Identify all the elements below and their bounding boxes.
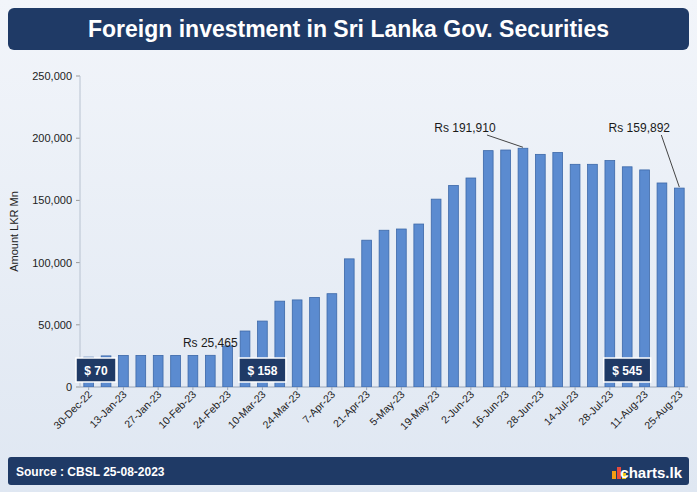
x-tick-label: 14-Jul-23 bbox=[541, 388, 581, 428]
y-tick-label: 250,000 bbox=[32, 70, 72, 82]
value-annotation: Rs 25,465 bbox=[183, 336, 238, 350]
x-tick bbox=[331, 387, 332, 390]
x-tick bbox=[540, 387, 541, 390]
bar bbox=[553, 153, 563, 387]
logo: charts.lk bbox=[620, 464, 682, 481]
bar bbox=[379, 230, 389, 387]
bar bbox=[205, 355, 215, 387]
bar bbox=[362, 240, 372, 387]
footer-banner bbox=[8, 457, 689, 485]
x-tick bbox=[436, 387, 437, 390]
bar bbox=[588, 164, 598, 387]
x-tick bbox=[401, 387, 402, 390]
usd-box bbox=[239, 358, 286, 382]
y-tick bbox=[76, 262, 80, 263]
x-tick bbox=[192, 387, 193, 390]
y-axis-line bbox=[80, 76, 81, 387]
bar bbox=[605, 161, 615, 387]
x-tick bbox=[123, 387, 124, 390]
x-tick bbox=[366, 387, 367, 390]
x-tick bbox=[644, 387, 645, 390]
bar bbox=[327, 294, 337, 387]
title-banner bbox=[8, 8, 689, 50]
chart-svg: Foreign investment in Sri Lanka Gov. Sec… bbox=[0, 0, 697, 492]
y-tick-label: 200,000 bbox=[32, 132, 72, 144]
usd-box bbox=[604, 358, 651, 382]
usd-annotation: $ 545 bbox=[612, 364, 642, 378]
background bbox=[0, 0, 697, 492]
x-tick bbox=[609, 387, 610, 390]
x-tick bbox=[88, 387, 89, 390]
bar bbox=[119, 355, 129, 387]
x-tick bbox=[470, 387, 471, 390]
bar bbox=[431, 199, 441, 387]
bar bbox=[223, 346, 233, 387]
x-tick-label: 25-Aug-23 bbox=[642, 388, 685, 431]
usd-annotation: $ 70 bbox=[84, 364, 108, 378]
title: Foreign investment in Sri Lanka Gov. Sec… bbox=[88, 16, 609, 42]
bar bbox=[501, 150, 511, 387]
leader-line bbox=[487, 135, 523, 147]
y-tick-label: 50,000 bbox=[38, 319, 72, 331]
bar bbox=[657, 183, 667, 387]
bar bbox=[310, 297, 320, 387]
x-tick bbox=[679, 387, 680, 390]
x-tick bbox=[227, 387, 228, 390]
x-tick-label: 28-Jun-23 bbox=[504, 388, 546, 430]
bar bbox=[449, 185, 459, 387]
value-annotation: Rs 159,892 bbox=[609, 121, 671, 135]
y-tick bbox=[76, 200, 80, 201]
bar bbox=[171, 355, 181, 387]
value-annotation: Rs 191,910 bbox=[434, 121, 496, 135]
bar bbox=[466, 178, 476, 387]
chart-root: Foreign investment in Sri Lanka Gov. Sec… bbox=[0, 0, 697, 492]
bar bbox=[136, 355, 146, 387]
bar bbox=[640, 170, 650, 387]
x-tick-label: 21-Apr-23 bbox=[331, 388, 373, 430]
x-tick bbox=[297, 387, 298, 390]
y-tick bbox=[76, 76, 80, 77]
bar bbox=[188, 355, 198, 387]
y-tick-label: 150,000 bbox=[32, 194, 72, 206]
logo-bar bbox=[612, 471, 616, 479]
x-tick-label: 19-May-23 bbox=[398, 388, 442, 432]
bar bbox=[518, 148, 528, 387]
bar bbox=[414, 224, 424, 387]
y-tick bbox=[76, 138, 80, 139]
source: Source : CBSL 25-08-2023 bbox=[16, 465, 165, 479]
bars bbox=[84, 148, 684, 387]
x-tick bbox=[575, 387, 576, 390]
x-tick-label: 30-Dec-22 bbox=[51, 388, 94, 431]
leader-line bbox=[661, 135, 679, 187]
bar bbox=[153, 355, 163, 387]
usd-box bbox=[76, 358, 116, 382]
bar bbox=[397, 229, 407, 387]
usd-annotation: $ 158 bbox=[247, 364, 277, 378]
bar bbox=[292, 300, 302, 387]
y-axis-label: Amount LKR Mn bbox=[8, 191, 20, 272]
y-tick bbox=[76, 387, 80, 388]
y-tick-label: 0 bbox=[66, 381, 72, 393]
x-tick bbox=[262, 387, 263, 390]
bar bbox=[622, 167, 632, 387]
bar bbox=[674, 188, 684, 387]
x-tick bbox=[505, 387, 506, 390]
bar bbox=[344, 259, 354, 387]
x-tick bbox=[158, 387, 159, 390]
y-tick-label: 100,000 bbox=[32, 257, 72, 269]
y-tick bbox=[76, 324, 80, 325]
bar bbox=[535, 154, 545, 387]
x-tick-label: 24-Mar-23 bbox=[260, 388, 303, 431]
bar bbox=[570, 164, 580, 387]
bar bbox=[483, 151, 493, 387]
